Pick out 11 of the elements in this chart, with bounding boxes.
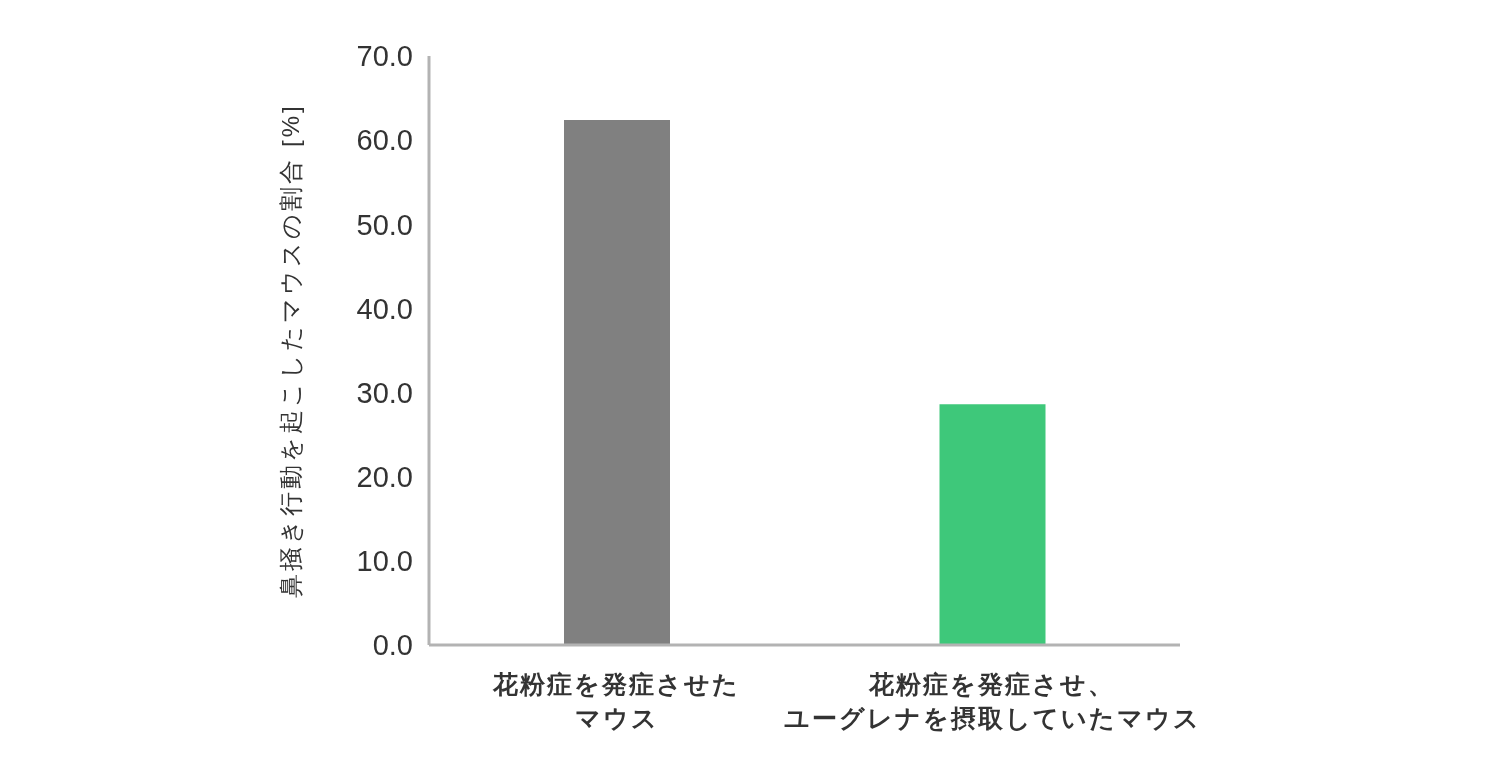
y-tick-label: 10.0: [356, 545, 413, 578]
y-tick-label: 30.0: [356, 376, 413, 409]
y-tick-label: 20.0: [356, 461, 413, 494]
y-tick-label: 60.0: [356, 124, 413, 157]
y-tick-label: 40.0: [356, 292, 413, 325]
y-axis-title: 鼻掻き行動を起こしたマウスの割合 [%]: [276, 103, 304, 598]
x-tick-label: 花粉症を発症させ、ユーグレナを摂取していたマウス: [783, 670, 1201, 732]
x-tick-label: 花粉症を発症させたマウス: [492, 670, 741, 732]
y-tick-label: 0.0: [372, 629, 413, 662]
y-tick-label: 50.0: [356, 208, 413, 241]
y-tick-label: 70.0: [356, 40, 413, 73]
